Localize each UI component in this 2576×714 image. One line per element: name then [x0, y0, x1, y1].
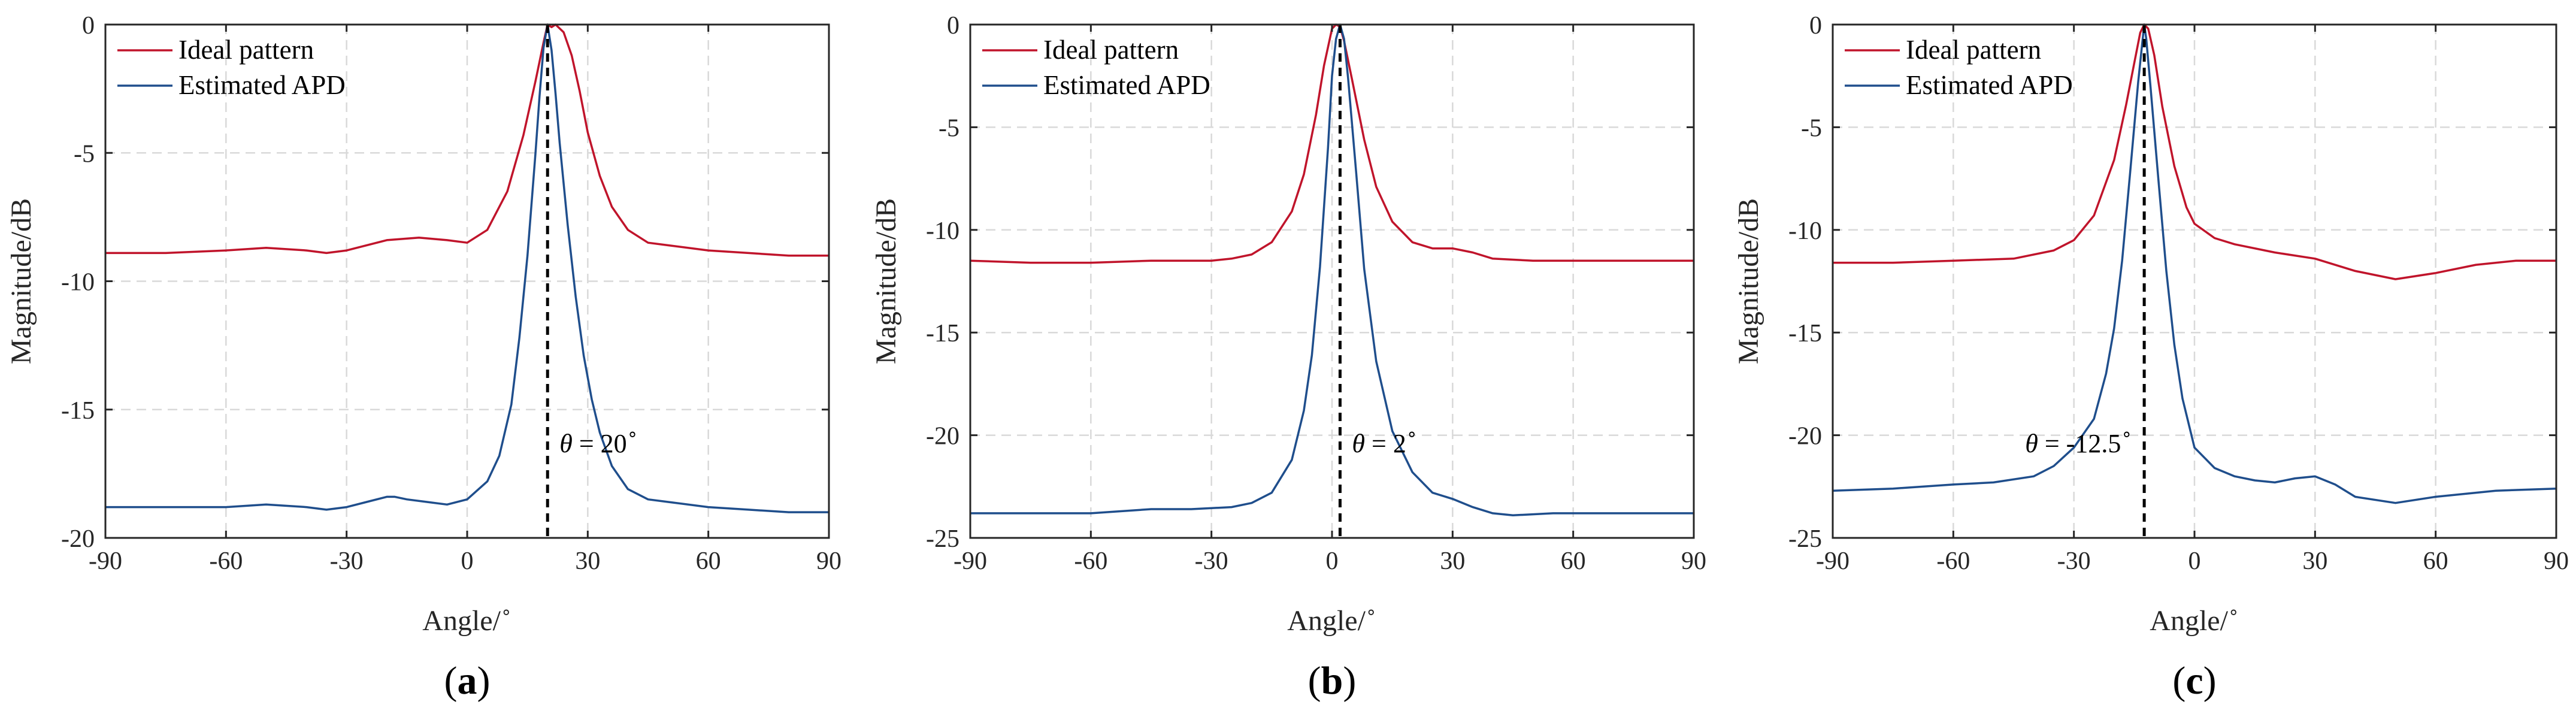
y-axis-label: Magnitude/dB — [5, 198, 37, 364]
y-tick-label: -15 — [926, 320, 959, 347]
grid — [105, 25, 829, 538]
x-tick-label: -30 — [330, 547, 364, 575]
x-tick-label: 60 — [696, 547, 721, 575]
x-tick-label: 90 — [2544, 547, 2569, 575]
y-tick-label: -5 — [1801, 114, 1822, 142]
legend: Ideal pattern Estimated APD — [117, 35, 346, 100]
x-tick-label: 60 — [1561, 547, 1586, 575]
legend-label: Estimated APD — [1906, 70, 2073, 100]
x-tick-label: 30 — [2302, 547, 2327, 575]
y-tick-label: -15 — [61, 397, 95, 425]
legend-label: Estimated APD — [1043, 70, 1210, 100]
legend: Ideal pattern Estimated APD — [1845, 35, 2073, 100]
y-tick-label: 0 — [947, 12, 959, 40]
series-line-estimated-apd — [105, 23, 829, 513]
x-tick-label: -60 — [1074, 547, 1107, 575]
x-tick-label: -60 — [209, 547, 243, 575]
y-tick-label: -20 — [1788, 423, 1822, 450]
legend-label: Ideal pattern — [1906, 35, 2041, 65]
x-tick-label: -30 — [2057, 547, 2091, 575]
angle-annotation: θ = -12.5∘ — [2025, 425, 2132, 458]
y-tick-label: -20 — [61, 525, 95, 553]
y-tick-label: -10 — [61, 269, 95, 297]
panel-label: (c) — [2172, 659, 2216, 703]
x-tick-label: 30 — [575, 547, 600, 575]
chart-panel-1: -90 -60 -30 0 30 60 90 0 -5 -10 -15 -20 Angle/∘ Magni… — [5, 12, 841, 703]
panel-label: (a) — [444, 659, 491, 703]
y-tick-label: 0 — [1809, 12, 1822, 40]
x-tick-label: -90 — [89, 547, 122, 575]
x-axis-label: Angle/∘ — [2150, 603, 2239, 637]
y-tick-label: 0 — [82, 12, 95, 40]
legend-label: Ideal pattern — [1043, 35, 1179, 65]
y-tick-label: -10 — [926, 217, 959, 245]
y-tick-label: -5 — [74, 140, 95, 168]
y-tick-label: -25 — [1788, 525, 1822, 553]
x-tick-label: 0 — [461, 547, 474, 575]
legend: Ideal pattern Estimated APD — [982, 35, 1210, 100]
angle-annotation: θ = 20∘ — [559, 425, 638, 458]
x-tick-label: 30 — [1440, 547, 1465, 575]
x-tick-label: -90 — [953, 547, 987, 575]
x-axis-label: Angle/∘ — [1287, 603, 1376, 637]
x-axis-label: Angle/∘ — [422, 603, 511, 637]
y-tick-label: -10 — [1788, 217, 1822, 245]
legend-label: Estimated APD — [178, 70, 346, 100]
x-tick-label: 60 — [2423, 547, 2448, 575]
chart-panel-2: -90 -60 -30 0 30 60 90 0 -5 -10 -15 -20 -25 Angle/∘ Ma… — [870, 12, 1706, 703]
legend-label: Ideal pattern — [178, 35, 314, 65]
x-tick-label: 0 — [1326, 547, 1339, 575]
chart-panel-3: -90 -60 -30 0 30 60 90 0 -5 -10 -15 -20 -25 Angle/∘ Ma… — [1733, 12, 2569, 703]
x-tick-label: -60 — [1936, 547, 1970, 575]
y-tick-label: -25 — [926, 525, 959, 553]
y-tick-label: -20 — [926, 423, 959, 450]
series-line-estimated-apd — [1832, 23, 2557, 504]
panel-label: (b) — [1308, 659, 1357, 703]
y-tick-label: -15 — [1788, 320, 1822, 347]
grid — [1833, 25, 2556, 538]
x-tick-label: 90 — [1681, 547, 1706, 575]
series-line-estimated-apd — [970, 23, 1694, 517]
y-axis-label: Magnitude/dB — [870, 198, 902, 364]
y-tick-label: -5 — [939, 114, 959, 142]
x-tick-label: -30 — [1195, 547, 1228, 575]
x-tick-label: 90 — [816, 547, 841, 575]
grid — [970, 25, 1694, 538]
angle-annotation: θ = 2∘ — [1352, 425, 1417, 458]
y-axis-label: Magnitude/dB — [1733, 198, 1764, 364]
series-line-ideal-pattern — [1833, 23, 2556, 280]
x-tick-label: -90 — [1816, 547, 1849, 575]
x-tick-label: 0 — [2188, 547, 2201, 575]
